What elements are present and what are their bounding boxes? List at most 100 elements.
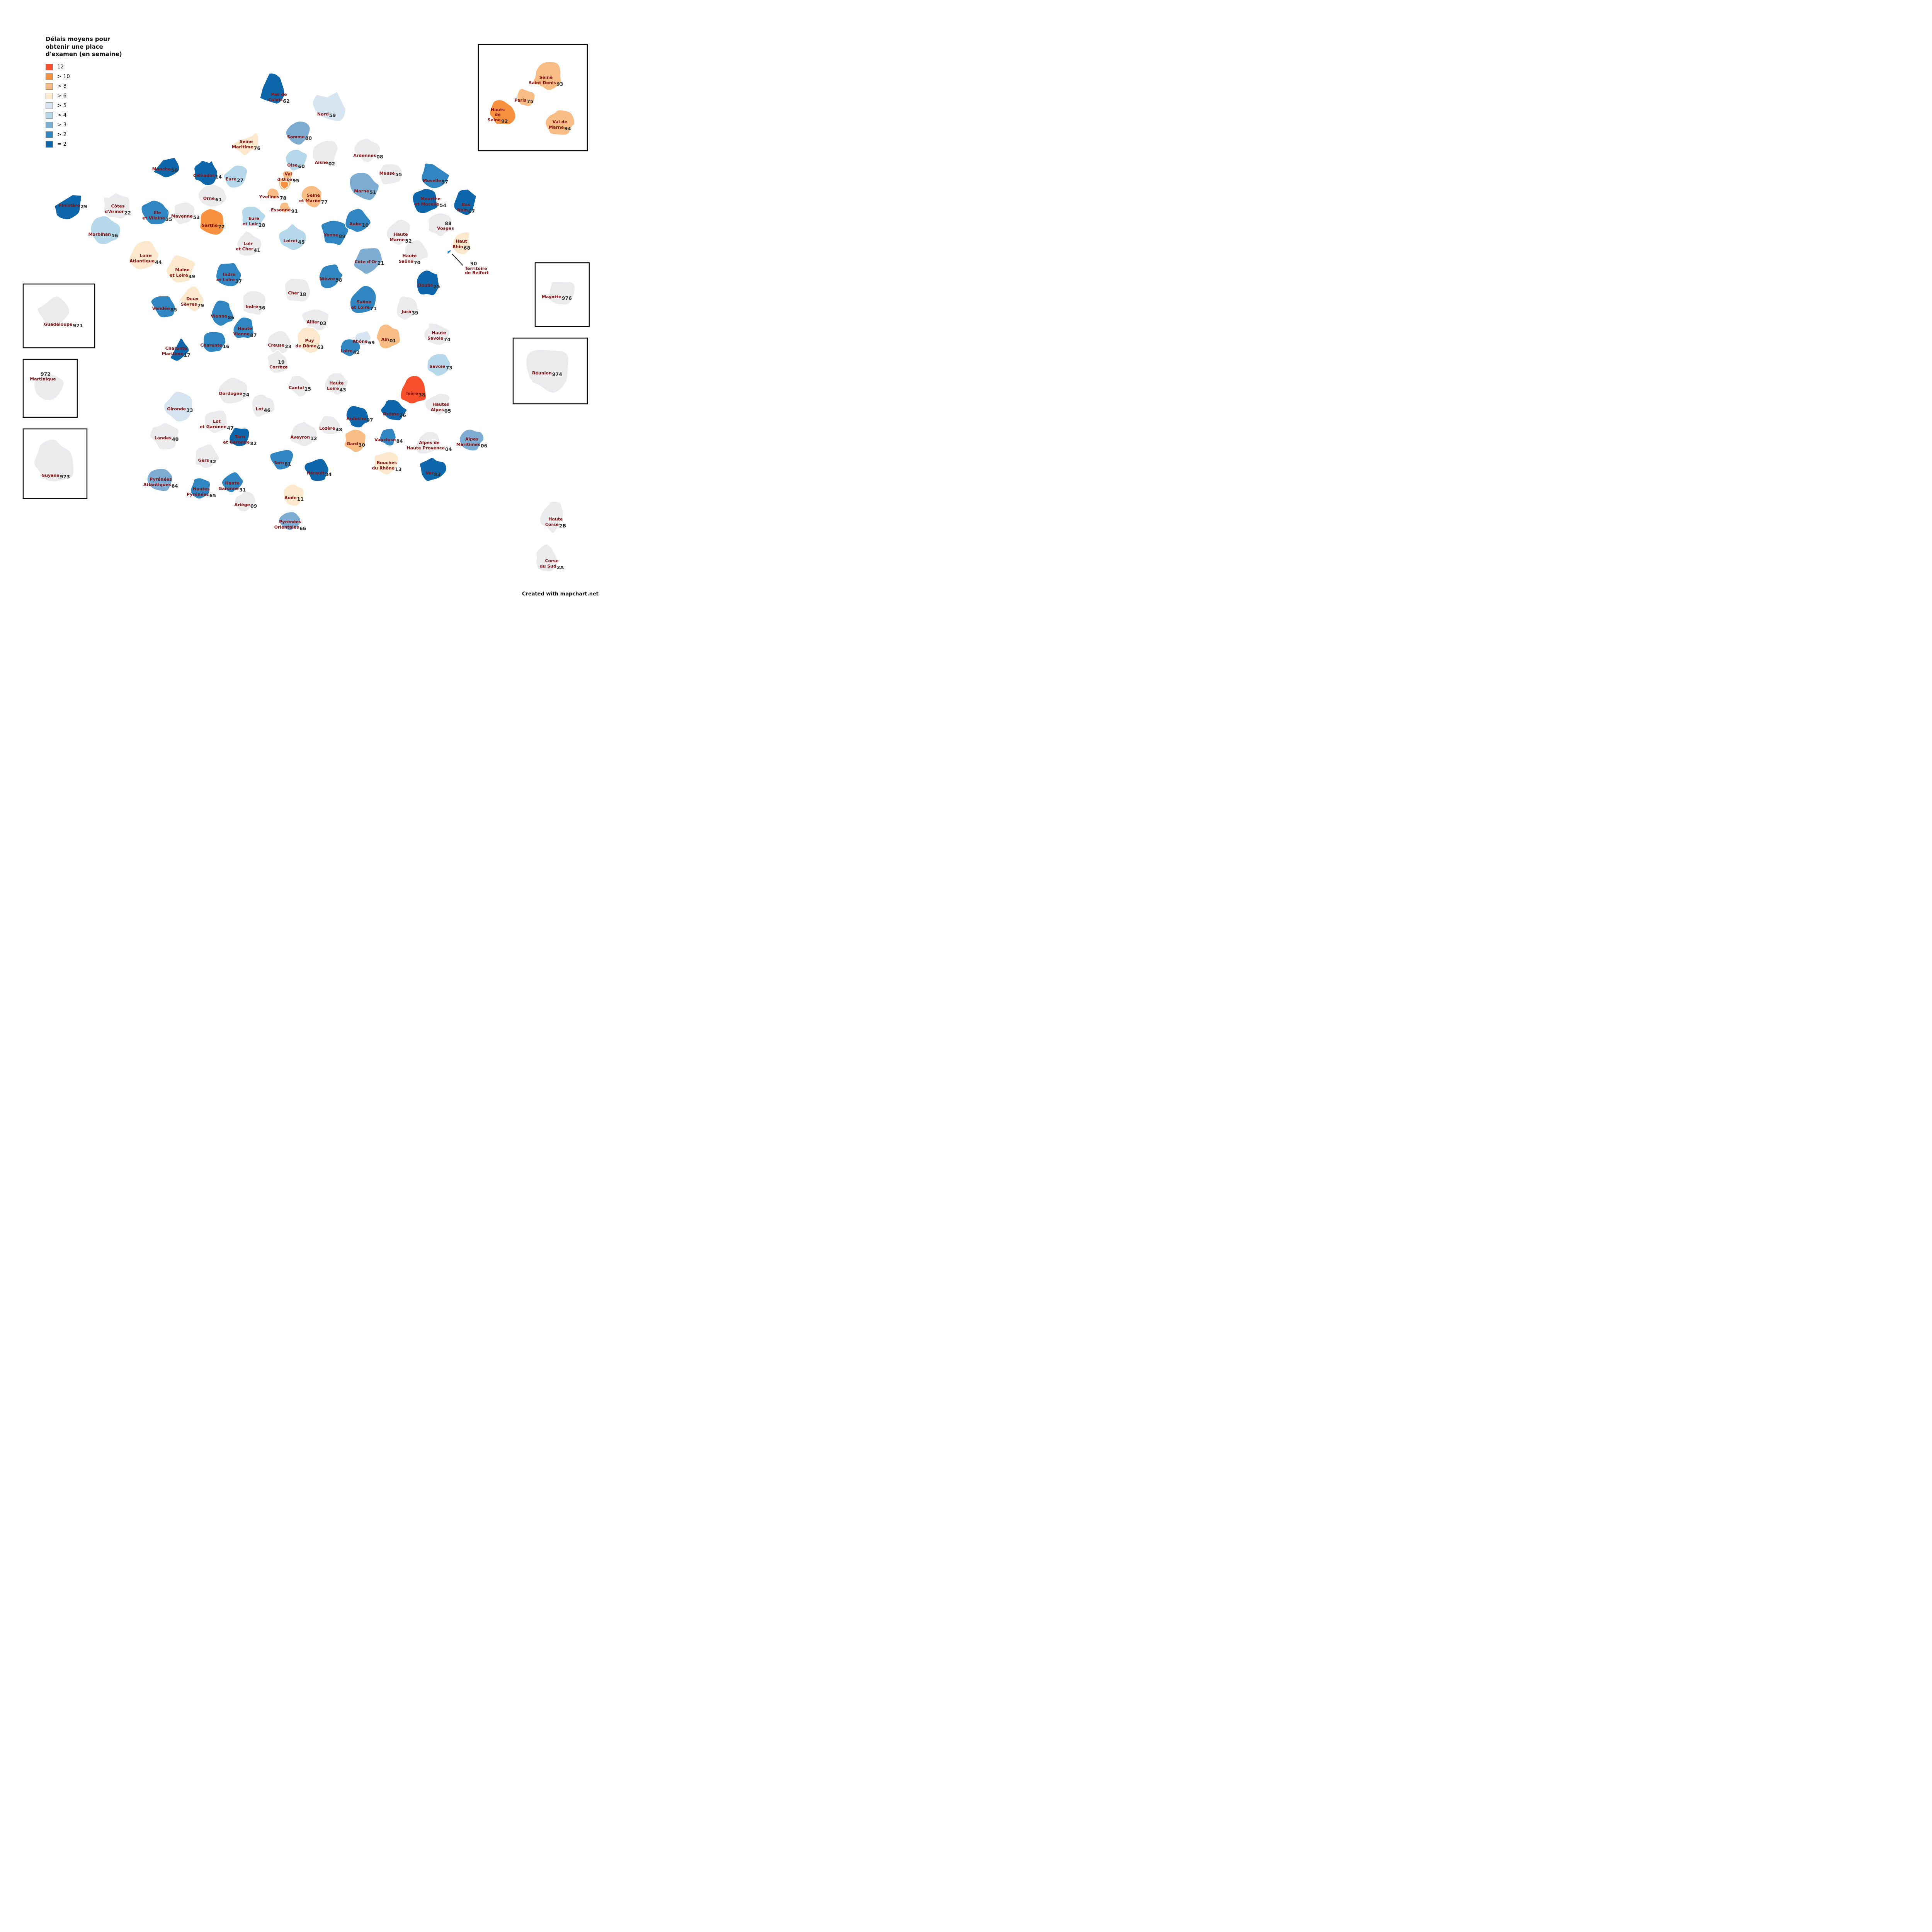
dept-shape-12[interactable] — [289, 421, 318, 447]
dept-shape-93[interactable] — [532, 61, 562, 91]
dept-shape-33[interactable] — [163, 391, 193, 422]
dept-shape-44[interactable] — [128, 240, 159, 270]
dept-shape-80[interactable] — [285, 121, 311, 146]
dept-shape-05[interactable] — [424, 393, 451, 416]
dept-shape-82[interactable] — [229, 427, 250, 447]
dept-shape-85[interactable] — [150, 295, 176, 318]
dept-shape-91[interactable] — [279, 202, 291, 214]
dept-shape-40[interactable] — [149, 422, 179, 451]
dept-shape-59[interactable] — [312, 87, 348, 122]
dept-shape-15[interactable] — [287, 375, 311, 397]
dept-shape-48[interactable] — [318, 415, 341, 435]
dept-shape-50[interactable] — [151, 149, 180, 178]
dept-shape-38[interactable] — [400, 375, 427, 405]
dept-shape-10[interactable] — [345, 208, 371, 233]
dept-shape-02[interactable] — [312, 139, 338, 166]
dept-shape-95[interactable] — [282, 170, 293, 180]
dept-shape-76[interactable] — [230, 127, 259, 156]
dept-shape-60[interactable] — [285, 149, 308, 172]
dept-shape-41[interactable] — [236, 231, 262, 257]
dept-shape-46[interactable] — [251, 394, 276, 418]
dept-shape-01[interactable] — [376, 323, 401, 349]
dept-shape-13[interactable] — [374, 451, 399, 476]
dept-shape-75[interactable] — [516, 88, 536, 107]
dept-shape-26[interactable] — [380, 399, 408, 421]
dept-shape-52[interactable] — [386, 219, 411, 246]
dept-shape-07[interactable] — [345, 405, 370, 429]
dept-shape-51[interactable] — [349, 172, 379, 201]
dept-shape-16[interactable] — [202, 331, 226, 353]
dept-shape-24[interactable] — [218, 377, 248, 405]
dept-shape-06[interactable] — [459, 429, 485, 451]
dept-shape-79[interactable] — [179, 286, 204, 312]
dept-shape-pc-hds[interactable] — [280, 180, 289, 190]
dept-shape-22[interactable] — [103, 192, 130, 219]
dept-shape-69[interactable] — [354, 330, 371, 346]
dept-shape-09[interactable] — [234, 491, 256, 512]
dept-shape-70[interactable] — [404, 239, 429, 264]
dept-shape-42[interactable] — [340, 338, 361, 357]
dept-shape-37[interactable] — [216, 262, 242, 287]
dept-shape-94[interactable] — [545, 109, 575, 136]
dept-shape-87[interactable] — [233, 316, 254, 339]
dept-shape-973[interactable] — [34, 439, 75, 482]
dept-shape-971[interactable] — [37, 296, 70, 327]
dept-shape-36[interactable] — [242, 290, 266, 316]
dept-shape-31[interactable] — [221, 471, 244, 493]
dept-shape-89[interactable] — [321, 220, 349, 246]
dept-shape-62[interactable] — [254, 73, 285, 104]
dept-shape-56[interactable] — [90, 215, 121, 245]
dept-shape-11[interactable] — [283, 483, 304, 507]
dept-shape-64[interactable] — [146, 468, 173, 492]
dept-shape-73[interactable] — [427, 353, 451, 377]
dept-shape-74[interactable] — [423, 322, 451, 346]
dept-shape-83[interactable] — [419, 457, 447, 482]
dept-shape-49[interactable] — [166, 254, 196, 283]
dept-shape-72[interactable] — [199, 208, 224, 236]
dept-shape-17[interactable] — [162, 335, 190, 362]
dept-shape-65[interactable] — [190, 478, 211, 500]
dept-shape-53[interactable] — [173, 202, 196, 225]
dept-shape-35[interactable] — [141, 200, 170, 225]
dept-shape-2A[interactable] — [536, 543, 558, 572]
dept-shape-04[interactable] — [415, 431, 440, 454]
dept-shape-14[interactable] — [194, 158, 218, 186]
dept-shape-23[interactable] — [267, 330, 291, 354]
dept-shape-29[interactable] — [52, 189, 82, 220]
dept-shape-66[interactable] — [278, 511, 301, 531]
dept-shape-34[interactable] — [304, 458, 329, 482]
dept-shape-81[interactable] — [269, 449, 294, 470]
dept-shape-21[interactable] — [353, 247, 383, 275]
dept-shape-18[interactable] — [284, 278, 311, 302]
dept-shape-54[interactable] — [412, 188, 439, 214]
dept-shape-68[interactable] — [452, 231, 475, 255]
dept-shape-03[interactable] — [301, 308, 329, 331]
dept-shape-32[interactable] — [195, 444, 220, 469]
dept-shape-71[interactable] — [349, 285, 377, 314]
dept-shape-92[interactable] — [489, 99, 516, 125]
dept-shape-28[interactable] — [241, 206, 266, 227]
dept-shape-976[interactable] — [548, 281, 576, 305]
dept-shape-61[interactable] — [198, 183, 227, 207]
dept-shape-47[interactable] — [204, 410, 228, 434]
dept-shape-25[interactable] — [416, 270, 441, 296]
dept-shape-08[interactable] — [353, 138, 381, 163]
dept-shape-58[interactable] — [318, 264, 343, 289]
dept-shape-77[interactable] — [301, 185, 323, 208]
dept-shape-90[interactable] — [446, 250, 454, 257]
dept-shape-974[interactable] — [526, 349, 570, 394]
dept-shape-88[interactable] — [428, 213, 452, 237]
dept-shape-19[interactable] — [267, 350, 289, 374]
dept-shape-39[interactable] — [396, 296, 419, 321]
dept-shape-63[interactable] — [297, 327, 321, 354]
dept-shape-86[interactable] — [211, 299, 234, 327]
dept-shape-57[interactable] — [421, 162, 450, 189]
dept-shape-2B[interactable] — [539, 501, 564, 534]
dept-shape-972[interactable] — [34, 373, 65, 401]
dept-shape-45[interactable] — [278, 223, 307, 251]
dept-shape-84[interactable] — [379, 428, 396, 446]
dept-shape-78[interactable] — [267, 187, 280, 199]
dept-shape-67[interactable] — [453, 189, 480, 216]
dept-shape-30[interactable] — [344, 429, 366, 453]
dept-shape-55[interactable] — [379, 163, 403, 185]
